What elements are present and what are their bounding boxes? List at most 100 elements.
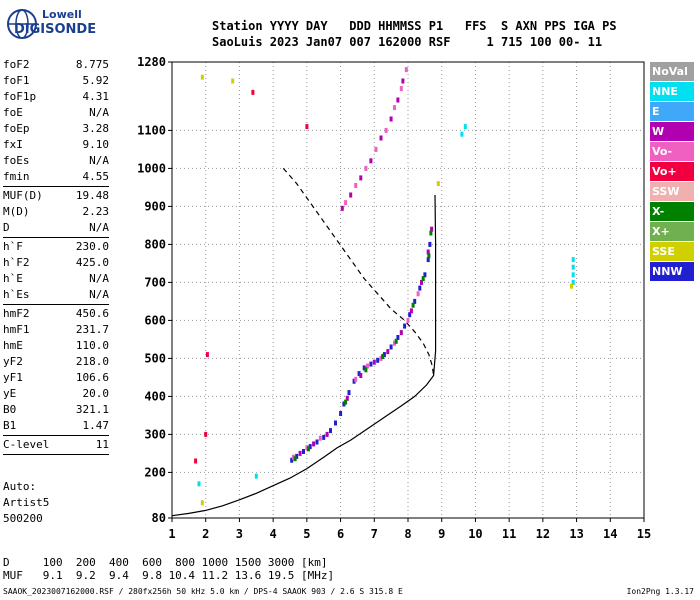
- echo-point: [318, 435, 322, 441]
- echo-point: [393, 340, 396, 346]
- echo-point: [366, 363, 369, 369]
- param-row: B1 1.47: [3, 418, 109, 434]
- param-row: fxI 9.10: [3, 137, 109, 153]
- echo-point: [291, 454, 295, 460]
- param-group-critical: foF2 8.775 foF1 5.92 foF1p 4.31 foE N/A foEp 3.28…: [3, 57, 109, 185]
- param-row: yF1 106.6: [3, 370, 109, 386]
- x-tick-label: 2: [202, 527, 209, 541]
- y-tick-label: 1280: [137, 55, 166, 69]
- param-row: foF1p 4.31: [3, 89, 109, 105]
- x-tick-label: 9: [438, 527, 445, 541]
- chart-grid: [172, 62, 644, 518]
- echo-point: [359, 373, 363, 378]
- echo-point: [429, 230, 433, 236]
- echo-point: [384, 127, 388, 133]
- echo-point: [364, 165, 368, 171]
- echo-point: [403, 323, 407, 329]
- param-label: M(D): [3, 205, 30, 218]
- echo-point: [379, 355, 383, 361]
- param-value: 106.6: [75, 371, 109, 384]
- param-row: B0 321.1: [3, 402, 109, 418]
- param-value: 218.0: [75, 355, 109, 368]
- echo-point: [408, 312, 412, 318]
- echo-point: [349, 192, 353, 198]
- param-group-profile: hmF2 450.6 hmF1 231.7 hmE 110.0 yF2 218.0 yF1 106…: [3, 306, 109, 434]
- param-row: h`Es N/A: [3, 287, 109, 303]
- echo-point: [307, 446, 310, 452]
- echo-point: [463, 124, 467, 130]
- echo-point: [315, 439, 319, 445]
- legend-item: NNW: [650, 262, 694, 281]
- profile-curves: [171, 168, 437, 517]
- param-row: M(D) 2.23: [3, 204, 109, 220]
- echo-point: [205, 352, 209, 358]
- echo-point: [374, 146, 378, 152]
- echo-point: [399, 330, 403, 336]
- param-value: 450.6: [75, 307, 109, 320]
- echo-point: [194, 458, 198, 464]
- echo-point: [362, 365, 366, 371]
- echo-point: [401, 78, 405, 84]
- echo-point: [416, 291, 420, 297]
- x-tick-label: 11: [502, 527, 516, 541]
- y-tick-label: 200: [144, 465, 166, 479]
- param-label: foF1: [3, 74, 30, 87]
- param-value: 425.0: [75, 256, 109, 269]
- globe-icon: [7, 9, 37, 39]
- param-value: 19.48: [75, 189, 109, 202]
- divider: [3, 186, 109, 187]
- echo-point: [305, 124, 309, 130]
- param-row: h`F 230.0: [3, 239, 109, 255]
- param-label: fmin: [3, 170, 30, 183]
- echo-point: [409, 308, 413, 314]
- param-label: yF1: [3, 371, 23, 384]
- echo-point: [345, 395, 349, 401]
- echo-point: [369, 361, 373, 367]
- echo-point: [298, 450, 302, 456]
- y-tick-label: 600: [144, 313, 166, 327]
- echo-point: [231, 78, 235, 84]
- param-row: foEp 3.28: [3, 121, 109, 137]
- x-tick-label: 10: [468, 527, 482, 541]
- param-value: 231.7: [75, 323, 109, 336]
- x-tick-label: 4: [270, 527, 277, 541]
- echo-point: [404, 67, 408, 73]
- echo-point: [389, 116, 393, 122]
- echo-point: [399, 86, 403, 92]
- param-value: N/A: [89, 154, 109, 167]
- x-tick-label: 5: [303, 527, 310, 541]
- divider: [3, 304, 109, 305]
- echo-point: [334, 420, 337, 426]
- param-label: hmE: [3, 339, 23, 352]
- param-row: yF2 218.0: [3, 354, 109, 370]
- muf-table: D 100 200 400 600 800 1000 1500 3000 [km…: [3, 556, 334, 582]
- y-axis-ticks: 80 200 300 400 500 600 700 800 900 1000 1100 1280: [137, 55, 172, 525]
- param-label: h`Es: [3, 288, 30, 301]
- true-height-profile-curve: [171, 194, 437, 517]
- echo-point: [344, 399, 348, 405]
- param-value: 3.28: [82, 122, 110, 135]
- y-tick-label: 900: [144, 199, 166, 213]
- echo-point: [342, 401, 346, 407]
- x-tick-label: 14: [603, 527, 617, 541]
- param-value: 11: [95, 438, 109, 451]
- divider: [3, 454, 109, 455]
- echo-point: [200, 74, 204, 80]
- echo-point: [369, 158, 373, 164]
- echo-point: [460, 131, 464, 137]
- y-tick-label: 1100: [137, 123, 166, 137]
- echo-point: [423, 272, 427, 278]
- muf-value-row: MUF 9.1 9.2 9.4 9.8 10.4 11.2 13.6 19.5 …: [3, 569, 335, 582]
- legend-item: SSE: [650, 242, 694, 261]
- echo-point: [389, 344, 393, 350]
- polarization-legend: NoVal NNE E W Vo- Vo+ SSW X- X+ SSE NNW: [650, 62, 694, 282]
- echo-point: [359, 175, 363, 181]
- param-label: foEp: [3, 122, 30, 135]
- header-columns: Station YYYY DAY DDD HHMMSS P1 FFS S AXN…: [212, 19, 617, 33]
- param-label: yF2: [3, 355, 23, 368]
- echo-point: [420, 279, 423, 285]
- digisonde-logo: Lowell DIGISONDE: [4, 6, 114, 46]
- param-label: h`E: [3, 272, 23, 285]
- x-tick-label: 8: [404, 527, 411, 541]
